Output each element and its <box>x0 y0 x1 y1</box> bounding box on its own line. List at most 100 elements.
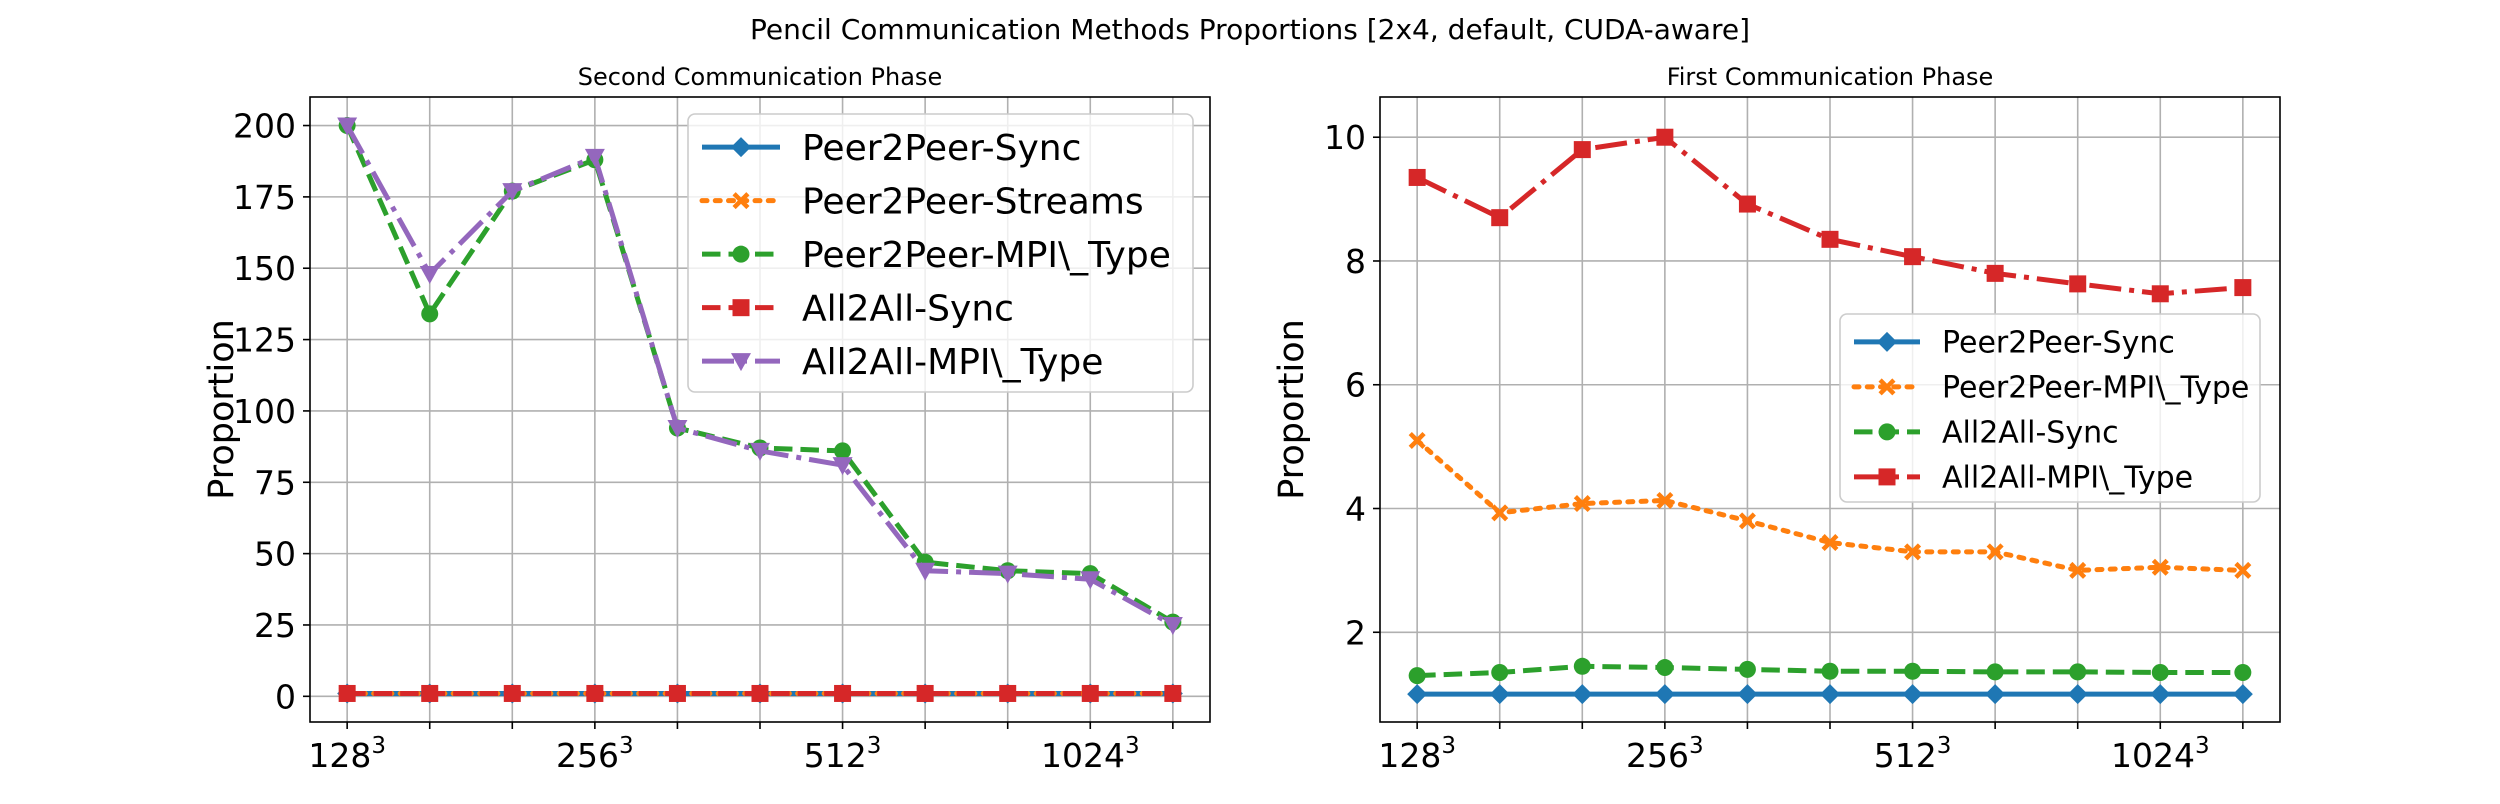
y-tick-label: 100 <box>233 392 296 431</box>
series-line <box>1414 437 2246 573</box>
data-point <box>1408 168 1426 186</box>
y-tick-label: 0 <box>275 677 296 716</box>
series-4 <box>1408 128 2252 303</box>
y-tick-label: 175 <box>233 178 296 217</box>
series-3 <box>1408 657 2252 685</box>
data-point <box>1738 512 1756 530</box>
data-point <box>1081 684 1099 702</box>
data-point <box>2069 663 2087 681</box>
y-tick-label: 8 <box>1345 242 1366 281</box>
data-point <box>668 684 686 702</box>
data-point <box>1573 657 1591 675</box>
data-point <box>751 684 769 702</box>
data-point <box>1573 141 1591 159</box>
legend-marker <box>732 299 750 317</box>
legend: Peer2Peer-Sync Peer2Peer-Streams Peer2Peer… <box>687 113 1194 393</box>
legend-label: All2All-MPI\_Type <box>802 342 1103 383</box>
data-point <box>667 420 688 439</box>
y-tick-label: 25 <box>254 606 296 645</box>
data-point <box>2151 663 2169 681</box>
data-point <box>1573 495 1591 513</box>
data-point <box>915 562 936 581</box>
x-tick-label: 2563 <box>1626 733 1704 775</box>
legend-label: Peer2Peer-Streams <box>802 182 1144 223</box>
data-point <box>1985 684 2006 705</box>
data-point <box>1408 667 1426 685</box>
data-point <box>419 265 440 284</box>
legend-label: All2All-Sync <box>802 289 1014 330</box>
data-point <box>421 684 439 702</box>
data-point <box>502 183 523 202</box>
data-point <box>1986 663 2004 681</box>
subplot-title: First Communication Phase <box>1667 63 1994 91</box>
data-point <box>1572 684 1593 705</box>
legend-marker <box>1878 468 1896 486</box>
data-point <box>832 457 853 476</box>
series-1 <box>1407 684 2253 705</box>
data-point <box>2151 285 2169 303</box>
data-point <box>1656 491 1674 509</box>
data-point <box>1902 684 1923 705</box>
data-point <box>2232 684 2253 705</box>
legend-marker <box>1878 423 1896 441</box>
data-point <box>1407 684 1428 705</box>
data-point <box>1408 431 1426 449</box>
series-4 <box>338 684 1182 702</box>
data-point <box>1738 195 1756 213</box>
legend-marker <box>1877 331 1897 352</box>
legend-label: Peer2Peer-MPI\_Type <box>1942 371 2249 406</box>
data-point <box>2151 558 2169 576</box>
legend-label: All2All-MPI\_Type <box>1942 461 2193 496</box>
x-tick-label: 2563 <box>556 733 634 775</box>
y-tick-label: 10 <box>1324 118 1366 157</box>
data-point <box>1821 230 1839 248</box>
data-point <box>1489 684 1510 705</box>
subplot-title: Second Communication Phase <box>578 63 942 91</box>
data-point <box>1656 128 1674 146</box>
y-tick-label: 200 <box>233 107 296 146</box>
legend-box <box>1839 313 2261 503</box>
x-tick-label: 5123 <box>1874 733 1952 775</box>
legend-label: All2All-Sync <box>1942 416 2119 451</box>
x-tick-label: 1283 <box>1378 733 1456 775</box>
data-point <box>2069 275 2087 293</box>
figure-suptitle: Pencil Communication Methods Proportions… <box>750 13 1750 46</box>
data-point <box>1491 663 1509 681</box>
data-point <box>2234 279 2252 297</box>
data-point <box>916 684 934 702</box>
data-point <box>997 565 1018 584</box>
data-point <box>1904 248 1922 266</box>
data-point <box>1164 684 1182 702</box>
series-5 <box>337 117 1183 635</box>
y-tick-label: 150 <box>233 249 296 288</box>
y-axis-label: Proportion <box>1272 319 1312 500</box>
data-point <box>1491 209 1509 227</box>
data-point <box>750 442 770 461</box>
chart-2: 2 4 6 8 10 1283 2563 5123 10243 First Communicati… <box>1272 63 2281 775</box>
data-point <box>584 148 605 167</box>
y-tick-label: 4 <box>1345 490 1366 529</box>
x-tick-label: 10243 <box>2111 733 2210 775</box>
data-point <box>1080 571 1101 590</box>
data-point <box>1737 684 1758 705</box>
data-point <box>1821 662 1839 680</box>
legend: Peer2Peer-Sync Peer2Peer-MPI\_Type All2All… <box>1839 313 2261 503</box>
data-point <box>1491 504 1509 522</box>
data-point <box>999 684 1017 702</box>
legend-marker <box>731 137 751 158</box>
data-point <box>1656 659 1674 677</box>
legend-label: Peer2Peer-Sync <box>802 128 1081 169</box>
data-point <box>1654 684 1675 705</box>
chart-1: 0 25 50 75 100 125 150 175 200 1283 2563 5123 10243 S… <box>202 63 1211 775</box>
x-tick-label: 5123 <box>804 733 882 775</box>
data-point <box>2150 684 2171 705</box>
legend-marker <box>1878 378 1896 396</box>
y-tick-label: 125 <box>233 321 296 360</box>
data-point <box>1820 684 1840 705</box>
data-point <box>337 117 358 136</box>
legend-marker <box>731 353 751 372</box>
x-tick-label: 1283 <box>308 733 386 775</box>
data-point <box>2069 561 2087 579</box>
data-point <box>1986 543 2004 561</box>
